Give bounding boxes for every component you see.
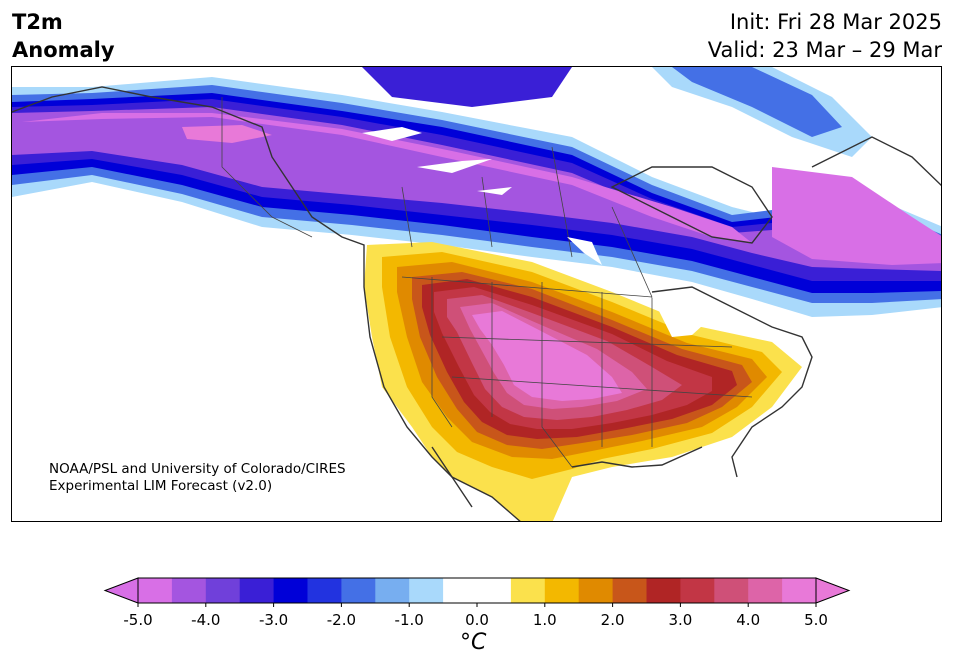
colorbar-segment: [341, 578, 376, 603]
colorbar-tick-label: 3.0: [668, 611, 692, 629]
colorbar-tick-label: -5.0: [123, 611, 152, 629]
colorbar-segment: [544, 578, 580, 603]
colorbar-tick-label: 4.0: [736, 611, 760, 629]
colorbar-tick-label: 0.0: [465, 611, 489, 629]
colorbar-tick-label: -3.0: [259, 611, 288, 629]
anomaly-map: NOAA/PSL and University of Colorado/CIRE…: [11, 66, 942, 522]
colorbar-segment: [409, 578, 444, 603]
colorbar-tick-label: -2.0: [327, 611, 356, 629]
colorbar-segment: [138, 578, 173, 603]
colorbar-tick-label: -4.0: [191, 611, 220, 629]
map-graphic: [12, 67, 941, 521]
colorbar-segment: [680, 578, 715, 603]
credit-line-1: NOAA/PSL and University of Colorado/CIRE…: [49, 461, 346, 477]
colorbar-tick-label: 2.0: [601, 611, 625, 629]
colorbar-over-arrow: [815, 577, 851, 604]
colorbar-unit-label: °C: [460, 630, 487, 655]
colorbar-segment: [477, 578, 512, 603]
init-date: Init: Fri 28 Mar 2025: [729, 10, 942, 34]
map-credit: NOAA/PSL and University of Colorado/CIRE…: [49, 461, 346, 495]
warm-anomaly-field: [364, 242, 802, 521]
colorbar-segment: [171, 578, 207, 603]
colorbar-segment: [205, 578, 241, 603]
colorbar-segment: [239, 578, 275, 603]
colorbar-segment: [273, 578, 308, 603]
state-borders: [221, 97, 753, 468]
colorbar-segment: [748, 578, 783, 603]
colorbar-segment: [782, 578, 817, 603]
title-line-1: T2m: [12, 10, 63, 34]
colorbar-tick-label: 1.0: [533, 611, 557, 629]
colorbar-tick-label: -1.0: [395, 611, 424, 629]
colorbar-segment: [375, 578, 410, 603]
credit-line-2: Experimental LIM Forecast (v2.0): [49, 478, 273, 494]
colorbar-segment: [443, 578, 478, 603]
coastlines: [12, 86, 941, 521]
colorbar-segment: [510, 578, 546, 603]
colorbar-tick-label: 5.0: [804, 611, 828, 629]
colorbar-segment: [578, 578, 614, 603]
forecast-dates: Init: Fri 28 Mar 2025 Valid: 23 Mar – 29…: [708, 8, 942, 64]
map-title: T2m Anomaly: [12, 8, 115, 64]
title-line-2: Anomaly: [12, 38, 115, 62]
colorbar-under-arrow: [103, 577, 139, 604]
colorbar-segment: [714, 578, 749, 603]
colorbar-segment: [612, 578, 647, 603]
colorbar: -5.0 -4.0 -3.0 -2.0 -1.0 0.0 1.0 2.0 3.0 4.0 5.0: [103, 577, 851, 629]
valid-range: Valid: 23 Mar – 29 Mar: [707, 38, 942, 62]
colorbar-segment: [646, 578, 681, 603]
colorbar-segment: [307, 578, 342, 603]
lakes: [362, 127, 712, 337]
